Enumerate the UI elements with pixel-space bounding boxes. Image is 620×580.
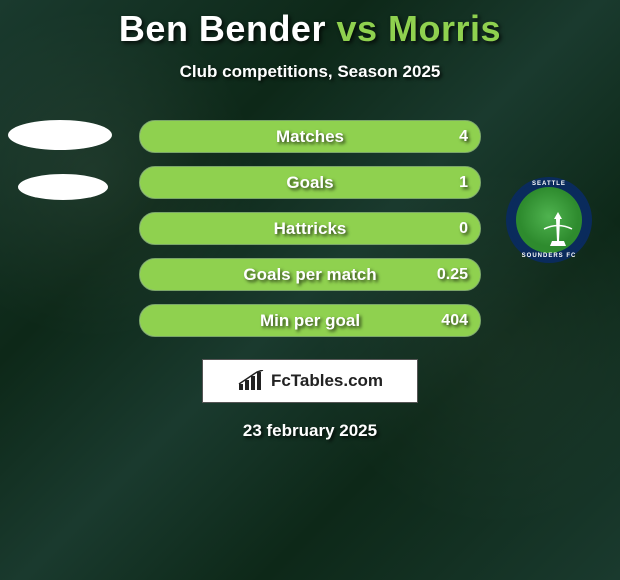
stat-row: Hattricks 0 <box>139 212 481 245</box>
stat-label: Goals <box>286 173 333 193</box>
stat-label: Matches <box>276 127 344 147</box>
stat-label: Goals per match <box>243 265 376 285</box>
brand-badge: FcTables.com <box>202 359 418 403</box>
badge-team: SOUNDERS FC <box>506 253 592 259</box>
page-title: Ben Bender vs Morris <box>0 8 620 50</box>
stats-container: Matches 4 Goals 1 Hattricks 0 Goals per match 0… <box>139 120 481 337</box>
space-needle-icon <box>538 209 578 249</box>
stat-value-right: 404 <box>441 312 468 330</box>
stat-value-right: 4 <box>459 128 468 146</box>
player1-name: Ben Bender <box>119 8 326 49</box>
stat-value-right: 1 <box>459 174 468 192</box>
player2-name: Morris <box>388 8 501 49</box>
subtitle: Club competitions, Season 2025 <box>0 62 620 82</box>
player1-logo-area <box>8 120 112 224</box>
placeholder-ellipse <box>8 120 112 150</box>
brand-text: FcTables.com <box>271 371 383 391</box>
vs-text: vs <box>336 8 377 49</box>
stat-row: Goals 1 <box>139 166 481 199</box>
placeholder-ellipse <box>18 174 108 200</box>
stat-row: Matches 4 <box>139 120 481 153</box>
bar-chart-icon <box>237 370 265 392</box>
stat-row: Goals per match 0.25 <box>139 258 481 291</box>
player2-club-badge: SEATTLE SOUNDERS FC <box>506 177 592 263</box>
stat-label: Min per goal <box>260 311 360 331</box>
stat-value-right: 0.25 <box>437 266 468 284</box>
date-text: 23 february 2025 <box>0 421 620 441</box>
stat-value-right: 0 <box>459 220 468 238</box>
stat-label: Hattricks <box>274 219 347 239</box>
stat-row: Min per goal 404 <box>139 304 481 337</box>
